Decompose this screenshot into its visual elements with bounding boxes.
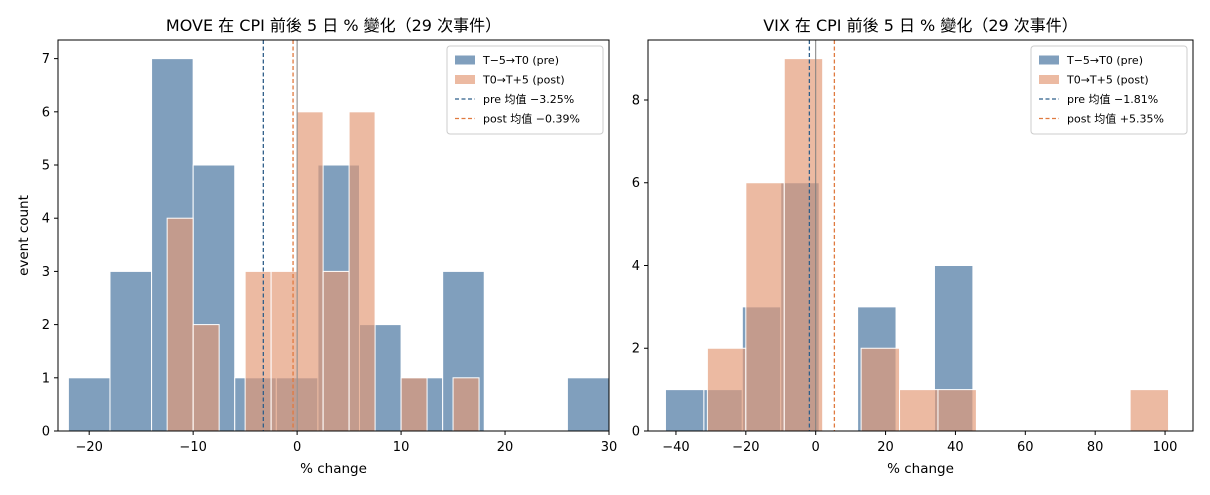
bar-series1-bin1 (192, 324, 220, 432)
legend-label: T0→T+5 (post) (1066, 74, 1149, 87)
legend-swatch (455, 75, 475, 84)
axes-frame (57, 39, 610, 432)
chart-1 (644, 39, 1194, 435)
x-tick-label: 0 (812, 440, 820, 455)
x-tick-label: 20 (497, 440, 514, 455)
x-tick-label: 20 (877, 440, 894, 455)
x-tick-label: −20 (75, 440, 102, 455)
bar-series1-bin3 (244, 270, 272, 432)
x-tick-label: 10 (393, 440, 410, 455)
legend-box (446, 45, 604, 135)
y-tick-label: 6 (632, 176, 640, 191)
legend-label: post 均值 −0.39% (483, 113, 580, 126)
x-tick-label: 60 (1017, 440, 1034, 455)
bar-series0-bin12 (566, 377, 610, 432)
y-tick-label: 0 (42, 425, 50, 440)
x-axis-label: % change (300, 461, 367, 477)
legend-label: T−5→T0 (pre) (1066, 54, 1143, 67)
bar-series1-bin6 (937, 389, 977, 432)
y-axis-label: event count (16, 195, 32, 276)
legend-label: pre 均值 −3.25% (483, 93, 574, 106)
y-tick-label: 5 (42, 159, 50, 174)
bar-series1-bin11 (1129, 389, 1170, 432)
bar-series1-bin11 (452, 377, 480, 432)
y-tick-label: 1 (42, 371, 50, 386)
x-tick-label: 0 (293, 440, 301, 455)
y-tick-label: 3 (42, 265, 50, 280)
axes-frame (647, 39, 1194, 432)
y-tick-label: 0 (632, 425, 640, 440)
bar-series0-bin0 (664, 389, 705, 432)
legend-swatch (455, 55, 475, 65)
bar-series1-bin5 (899, 389, 939, 432)
bar-series0-bin1 (109, 270, 153, 432)
bar-series1-bin6 (322, 270, 350, 432)
bar-series1-bin2 (783, 58, 824, 432)
y-tick-label: 4 (42, 212, 50, 227)
bar-series1-bin1 (745, 182, 785, 432)
legend-label: T−5→T0 (pre) (482, 54, 559, 67)
chart-title: VIX 在 CPI 前後 5 日 % 變化（29 次事件） (763, 16, 1078, 35)
bar-series1-bin5 (296, 111, 324, 432)
y-tick-label: 8 (632, 93, 640, 108)
bar-series1-bin7 (348, 111, 376, 432)
x-tick-label: 100 (1153, 440, 1178, 455)
x-axis-label: % change (887, 461, 954, 477)
y-tick-label: 2 (632, 342, 640, 357)
bar-series1-bin9 (400, 377, 428, 432)
legend-box (1030, 45, 1188, 135)
x-tick-label: −20 (732, 440, 759, 455)
bar-series1-bin4 (860, 347, 901, 432)
legend-swatch (1039, 55, 1059, 65)
chart-0 (54, 39, 610, 435)
y-tick-label: 2 (42, 318, 50, 333)
legend-label: pre 均值 −1.81% (1067, 93, 1158, 106)
bar-series1-bin0 (706, 347, 747, 432)
x-tick-label: 80 (1087, 440, 1104, 455)
bar-series0-bin0 (67, 377, 111, 432)
y-tick-label: 7 (42, 52, 50, 67)
legend-swatch (1039, 75, 1059, 84)
chart-title: MOVE 在 CPI 前後 5 日 % 變化（29 次事件） (166, 16, 501, 35)
x-tick-label: −40 (662, 440, 689, 455)
x-tick-label: 40 (947, 440, 964, 455)
y-tick-label: 4 (632, 259, 640, 274)
bar-series1-bin0 (166, 217, 194, 432)
legend-label: post 均值 +5.35% (1067, 113, 1164, 126)
x-tick-label: 30 (601, 440, 618, 455)
legend-label: T0→T+5 (post) (482, 74, 565, 87)
y-tick-label: 6 (42, 105, 50, 120)
x-tick-label: −10 (179, 440, 206, 455)
